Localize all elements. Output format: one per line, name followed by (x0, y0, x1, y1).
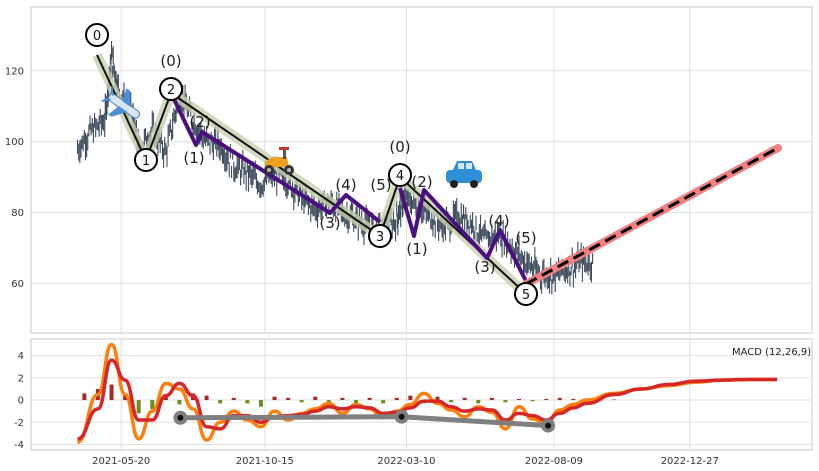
sub-label-0-a: (0) (160, 52, 181, 70)
macd-hist-bar (462, 397, 467, 401)
macd-hist-bar (517, 398, 522, 401)
macd-y-ticks: -4 -2 0 2 4 (14, 351, 24, 451)
macd-hist-bar (286, 397, 291, 401)
macd-y-tick-label: -4 (14, 440, 24, 451)
macd-hist-bar (272, 396, 277, 401)
macd-hist-bar (204, 395, 209, 401)
macd-hist-bar (245, 400, 250, 404)
svg-text:1: 1 (142, 154, 150, 169)
sub-label-4-b: (4) (488, 212, 509, 230)
macd-y-tick-label: -2 (14, 418, 24, 429)
macd-hist-bar (326, 400, 331, 403)
macd-legend-label: MACD (12,26,9) (732, 347, 811, 358)
macd-hist-bar (258, 400, 263, 407)
x-tick-label: 2022-08-09 (525, 456, 583, 467)
sub-wave-line-b (398, 187, 528, 282)
car-icon (446, 161, 482, 188)
sub-label-3-a: (3) (319, 214, 340, 232)
macd-hist-bar (408, 395, 413, 401)
macd-hist-bar (435, 396, 440, 401)
sub-label-1-b: (1) (406, 240, 427, 258)
macd-y-tick-label: 2 (18, 373, 24, 384)
macd-hist-bar (557, 397, 562, 401)
macd-hist-bar (476, 400, 481, 404)
macd-lines (76, 342, 778, 444)
macd-hist-bar (340, 397, 345, 401)
sub-label-2-b: (2) (411, 173, 432, 191)
macd-y-tick-label: 4 (18, 351, 24, 362)
macd-hist-bar (231, 397, 236, 401)
x-tick-label: 2021-10-15 (236, 456, 294, 467)
macd-hist-bar (544, 398, 549, 401)
airplane-icon (100, 86, 140, 119)
macd-y-tick-label: 0 (18, 396, 24, 407)
price-grid (31, 7, 812, 333)
x-tick-label: 2022-12-27 (661, 456, 719, 467)
price-y-tick-label: 60 (11, 279, 24, 290)
macd-hist-bar (394, 397, 399, 401)
macd-hist-bar (123, 393, 128, 401)
macd-hist-bar (381, 400, 386, 404)
price-panel (30, 6, 813, 334)
projection-dashed-line (525, 146, 779, 286)
macd-hist-bar (612, 399, 617, 401)
macd-hist-bar (503, 400, 508, 403)
macd-hist-bar (449, 400, 454, 403)
signal-line (76, 358, 778, 441)
macd-hist-bar (177, 400, 182, 405)
macd-trend-marker-dot (398, 413, 405, 420)
wave-label-2: 2 (159, 77, 183, 101)
svg-text:5: 5 (522, 288, 530, 303)
sub-label-5-a: (5) (370, 176, 391, 194)
macd-hist-bar (150, 400, 155, 409)
macd-hist-bar (571, 398, 576, 401)
sub-label-5-b: (5) (515, 229, 536, 247)
price-y-ticks: 60 80 100 120 (5, 66, 24, 290)
macd-hist-bar (489, 397, 494, 401)
macd-trend-marker-dot (177, 414, 184, 421)
svg-text:4: 4 (396, 169, 404, 184)
scooter-icon (264, 147, 294, 175)
macd-hist-bar (530, 400, 535, 402)
price-y-tick-label: 120 (5, 66, 24, 77)
price-y-tick-label: 100 (5, 137, 24, 148)
svg-text:0: 0 (93, 29, 101, 44)
macd-hist-bar (354, 400, 359, 404)
paren-wave-labels: (0) (1) (2) (3) (4) (5) (0) (1) (2) (3) … (160, 52, 536, 276)
macd-hist-bar (367, 397, 372, 401)
macd-hist-bar (299, 400, 304, 403)
circled-wave-labels: 0 1 2 3 4 5 (85, 23, 538, 306)
svg-text:3: 3 (376, 230, 384, 245)
projection-overlay (522, 144, 782, 288)
sub-label-0-b: (0) (389, 138, 410, 156)
sub-label-2-a: (2) (189, 113, 210, 131)
svg-text:2: 2 (167, 83, 175, 98)
wave-label-0: 0 (85, 23, 109, 47)
macd-hist-bar (109, 384, 114, 401)
x-tick-labels: 2021-05-20 2021-10-15 2022-03-10 2022-08-09… (92, 456, 719, 467)
macd-hist-bar (82, 393, 87, 401)
sub-label-4-a: (4) (335, 176, 356, 194)
macd-hist-bar (218, 400, 223, 404)
wave-label-5: 5 (514, 282, 538, 306)
x-tick-label: 2021-05-20 (92, 456, 150, 467)
sub-label-1-a: (1) (183, 149, 204, 167)
price-y-tick-label: 80 (11, 208, 24, 219)
sub-label-3-b: (3) (474, 258, 495, 276)
macd-hist-bar (136, 400, 141, 414)
macd-trend-marker-dot (545, 422, 552, 429)
wave-label-1: 1 (134, 148, 158, 172)
wave-label-3: 3 (368, 224, 392, 248)
x-tick-label: 2022-03-10 (377, 456, 435, 467)
wave-label-4: 4 (388, 163, 412, 187)
macd-hist-bar (313, 396, 318, 401)
